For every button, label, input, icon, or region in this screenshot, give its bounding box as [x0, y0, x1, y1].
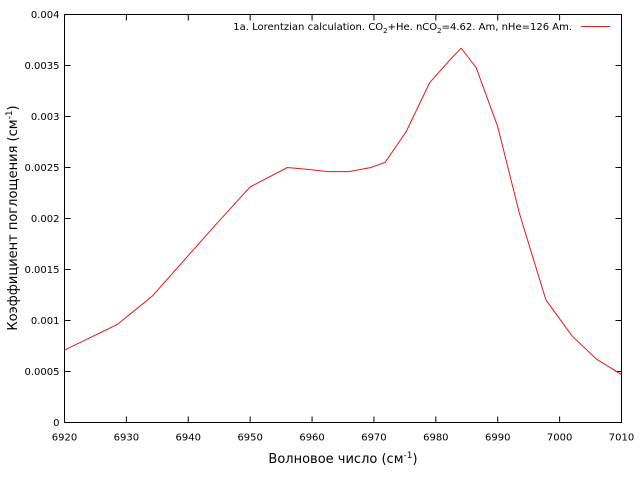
y-tick-label: 0.003: [31, 112, 60, 123]
legend: 1a. Lorentzian calculation. CO2+He. nCO2…: [233, 22, 610, 35]
x-axis-ticks: 6920 6930 6940 6950 6960 6970 6980 6990 7000 7010: [52, 14, 634, 444]
series-line: [64, 47, 622, 376]
x-tick-label: 6950: [237, 433, 262, 444]
x-tick-label: 6970: [361, 433, 386, 444]
legend-label: 1a. Lorentzian calculation. CO2+He. nCO2…: [233, 22, 572, 35]
y-tick-label: 0.002: [31, 214, 60, 225]
x-tick-label: 6920: [52, 433, 77, 444]
series-layer: [64, 47, 622, 376]
x-tick-label: 7010: [609, 433, 634, 444]
x-tick-label: 6980: [423, 433, 448, 444]
y-axis-title: Коэффициент поглощения (см-1): [5, 105, 21, 330]
y-tick-label: 0.0025: [25, 163, 60, 174]
y-tick-label: 0.0015: [25, 265, 60, 276]
y-tick-label: 0.0005: [25, 367, 60, 378]
y-tick-label: 0.0035: [25, 61, 60, 72]
x-tick-label: 6940: [176, 433, 201, 444]
y-tick-label: 0: [53, 418, 59, 429]
x-axis-title: Волновое число (см-1): [268, 451, 417, 467]
y-tick-label: 0.001: [31, 316, 60, 327]
x-tick-label: 7000: [547, 433, 572, 444]
x-tick-label: 6960: [299, 433, 324, 444]
y-axis-ticks: 0 0.0005 0.001 0.0015 0.002 0.0025 0.003 0.0035…: [25, 10, 622, 429]
x-tick-label: 6930: [114, 433, 139, 444]
plot-frame: [64, 14, 622, 423]
y-tick-label: 0.004: [31, 10, 60, 21]
x-tick-label: 6990: [485, 433, 510, 444]
